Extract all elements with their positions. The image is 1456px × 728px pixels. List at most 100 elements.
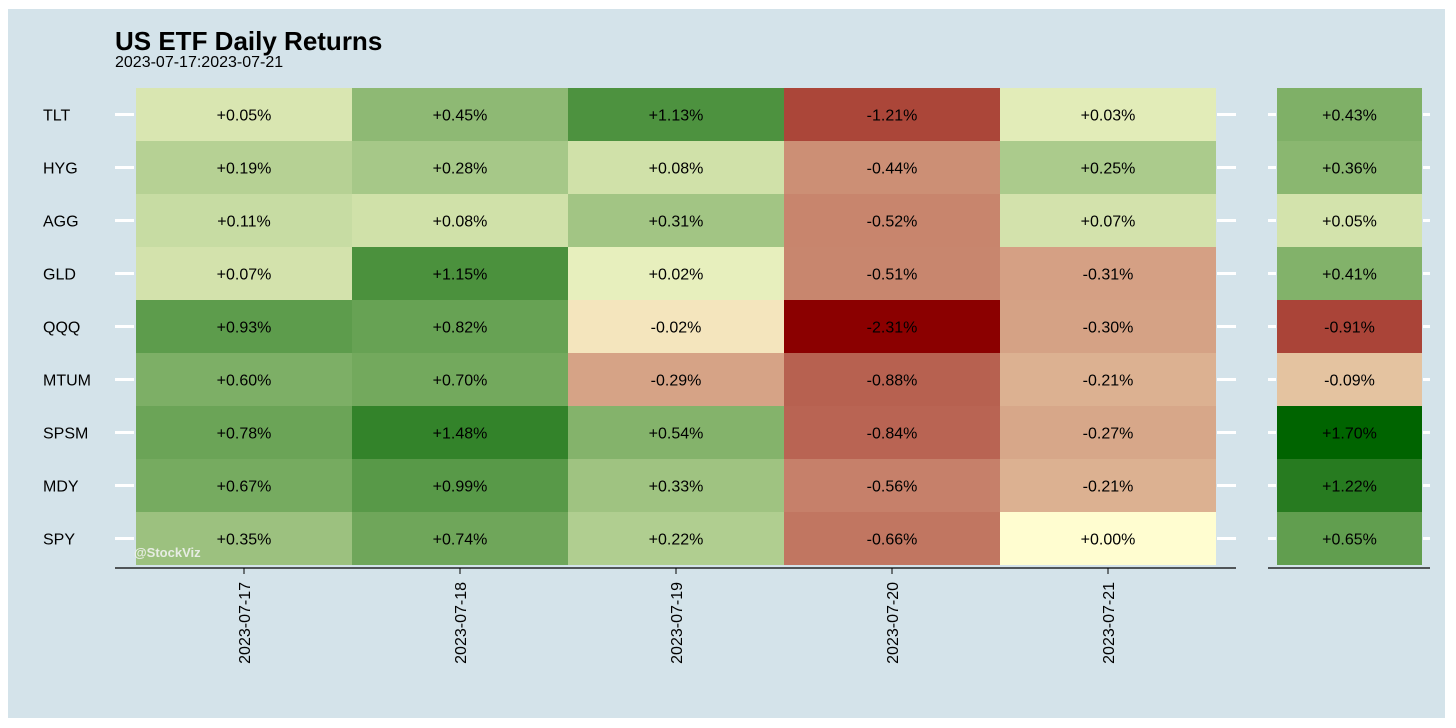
row-label: MDY [43,479,79,496]
row-label: SPSM [43,426,88,443]
cell-value-label: +0.93% [217,320,272,337]
heatmap-cell [568,300,784,353]
cell-value-label: +0.02% [649,267,704,284]
total-cell [1277,194,1422,247]
cell-value-label: +0.74% [433,532,488,549]
heatmap-cell [568,88,784,141]
row-label: TLT [43,108,70,125]
cell-value-label: +0.19% [217,161,272,178]
cell-value-label: +0.28% [433,161,488,178]
heatmap-cell [136,353,352,406]
x-tick-label: 2023-07-19 [669,582,686,664]
total-cell [1277,88,1422,141]
heatmap-cell [352,512,568,565]
cell-value-label: -0.66% [867,532,918,549]
heatmap-cell [568,353,784,406]
total-value-label: +0.41% [1322,267,1377,284]
cell-value-label: +0.22% [649,532,704,549]
heatmap-cell [784,194,1000,247]
heatmap-cell [352,300,568,353]
heatmap-cell [568,247,784,300]
cell-value-label: +0.07% [1081,214,1136,231]
cell-value-label: +0.00% [1081,532,1136,549]
heatmap-cell [1000,141,1216,194]
heatmap-cell [568,459,784,512]
heatmap-cell [1000,459,1216,512]
heatmap-cell [568,141,784,194]
heatmap-cell [136,459,352,512]
row-label: AGG [43,214,79,231]
heatmap-cell [784,512,1000,565]
heatmap-cell [1000,88,1216,141]
heatmap-cell [352,353,568,406]
cell-value-label: +0.82% [433,320,488,337]
heatmap-cell [136,406,352,459]
cell-value-label: -0.84% [867,426,918,443]
cell-value-label: -0.44% [867,161,918,178]
heatmap-cell [784,88,1000,141]
total-value-label: +0.65% [1322,532,1377,549]
cell-value-label: +0.78% [217,426,272,443]
heatmap-cell [352,247,568,300]
cell-value-label: +0.60% [217,373,272,390]
cell-value-label: +0.70% [433,373,488,390]
total-value-label: -0.91% [1324,320,1375,337]
cell-value-label: -2.31% [867,320,918,337]
heatmap-cell [136,247,352,300]
heatmap-cell [1000,247,1216,300]
total-cell [1277,141,1422,194]
cell-value-label: +0.31% [649,214,704,231]
cell-value-label: +0.33% [649,479,704,496]
cell-value-label: -0.21% [1083,479,1134,496]
total-value-label: +0.43% [1322,108,1377,125]
heatmap-cell [136,300,352,353]
row-label: SPY [43,532,75,549]
cell-value-label: +0.99% [433,479,488,496]
total-cell [1277,300,1422,353]
heatmap-cell [1000,406,1216,459]
heatmap-cell [568,406,784,459]
cell-value-label: +0.08% [649,161,704,178]
heatmap-cell [784,300,1000,353]
heatmap-cell [784,459,1000,512]
heatmap-cell [352,194,568,247]
heatmap-cell [1000,194,1216,247]
heatmap-cell [568,512,784,565]
heatmap-cell [136,194,352,247]
heatmap-cell [352,459,568,512]
row-label: MTUM [43,373,91,390]
heatmap-cell [352,141,568,194]
cell-value-label: -0.31% [1083,267,1134,284]
total-value-label: +0.05% [1322,214,1377,231]
cell-value-label: +0.08% [433,214,488,231]
cell-value-label: +1.48% [433,426,488,443]
total-value-label: +0.36% [1322,161,1377,178]
total-value-label: -0.09% [1324,373,1375,390]
total-cell [1277,247,1422,300]
total-cell [1277,406,1422,459]
cell-value-label: -1.21% [867,108,918,125]
row-label: HYG [43,161,78,178]
cell-value-label: -0.30% [1083,320,1134,337]
cell-value-label: -0.21% [1083,373,1134,390]
cell-value-label: +1.15% [433,267,488,284]
total-cell [1277,459,1422,512]
cell-value-label: +0.35% [217,532,272,549]
row-label: QQQ [43,320,80,337]
cell-value-label: -0.29% [651,373,702,390]
cell-value-label: -0.27% [1083,426,1134,443]
total-value-label: +1.22% [1322,479,1377,496]
cell-value-label: -0.52% [867,214,918,231]
cell-value-label: +0.11% [217,214,271,231]
cell-value-label: +0.07% [217,267,272,284]
cell-value-label: +0.25% [1081,161,1136,178]
heatmap-cell [136,512,352,565]
heatmap-cell [784,141,1000,194]
chart-subtitle: 2023-07-17:2023-07-21 [115,54,284,71]
cell-value-label: -0.56% [867,479,918,496]
heatmap-cell [1000,512,1216,565]
cell-value-label: -0.02% [651,320,702,337]
heatmap-cell [568,194,784,247]
total-value-label: +1.70% [1322,426,1377,443]
